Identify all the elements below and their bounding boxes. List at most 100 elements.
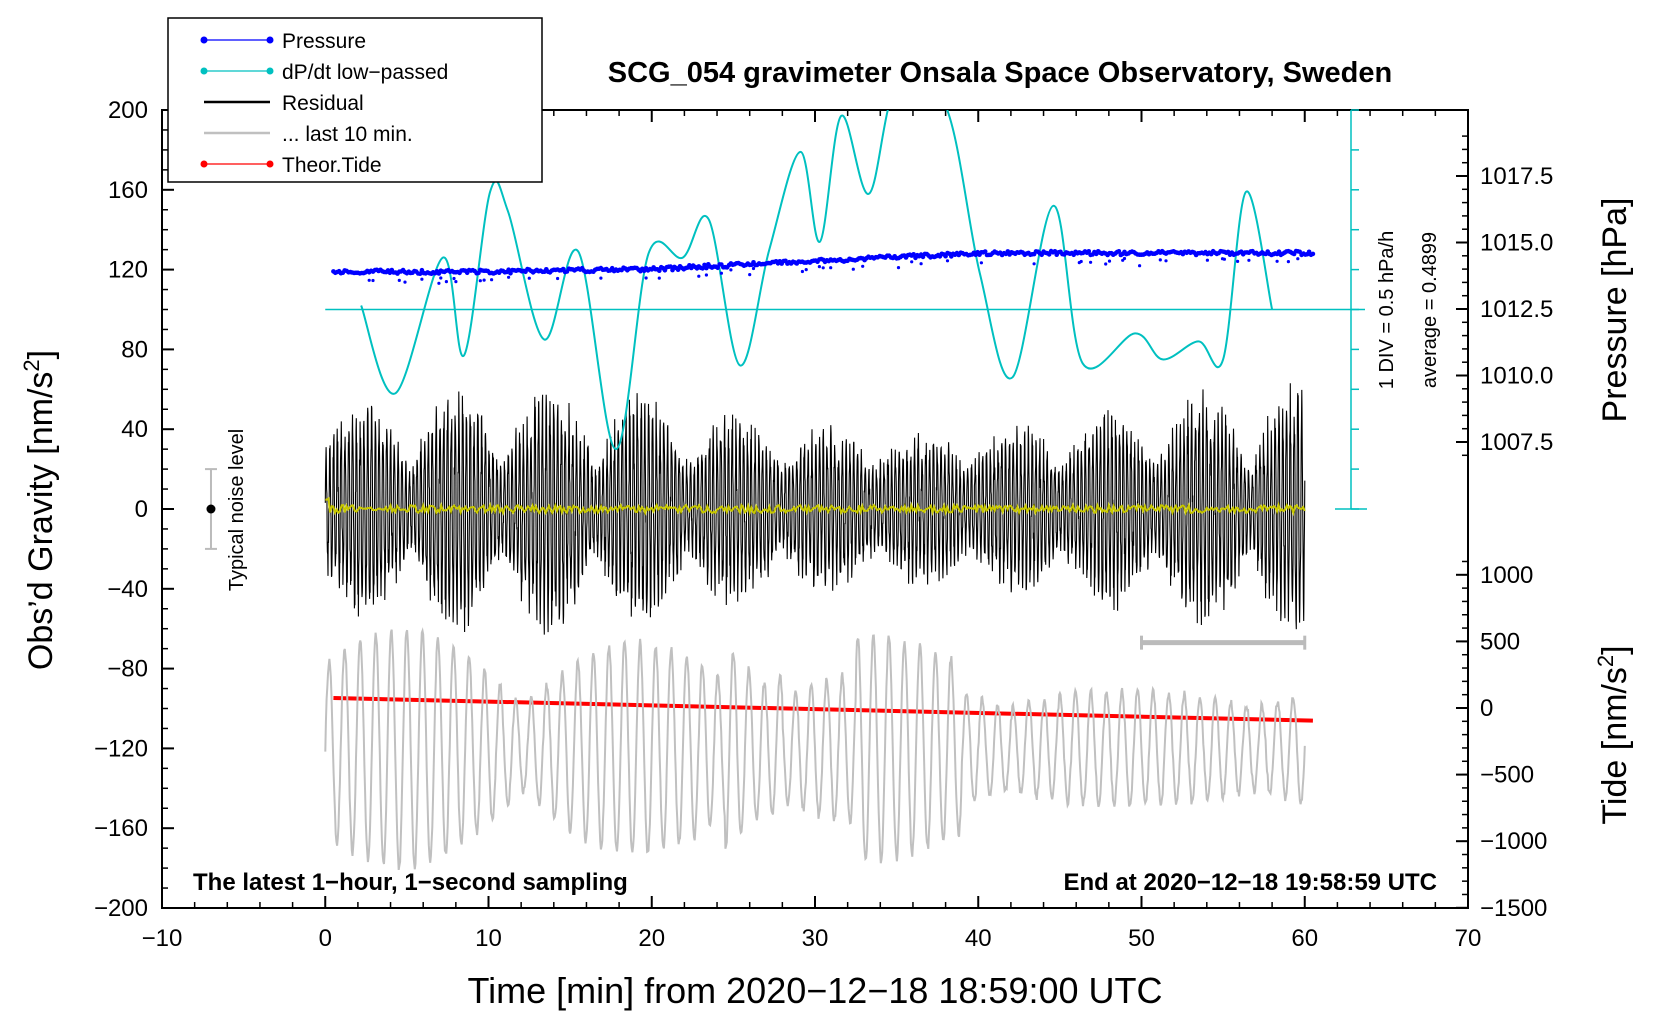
legend-marker [266, 160, 274, 168]
pressure-tick-label: 1012.5 [1480, 296, 1553, 323]
pressure-tick-label: 1007.5 [1480, 429, 1553, 456]
pressure-layer [331, 248, 1316, 285]
residual-line [324, 383, 1306, 635]
pressure-point [657, 276, 661, 280]
pressure-point [1138, 264, 1142, 268]
pressure-point [403, 280, 407, 284]
pressure-tick-label: 1017.5 [1480, 163, 1553, 190]
axes-layer: −10 0 10 20 30 40 50 60 70 200 160 120 80 40 0 −40 −80 −1… [94, 97, 1553, 952]
y-tick-label: 160 [108, 177, 148, 204]
pressure-point [748, 273, 752, 277]
y-tick-label: −40 [107, 576, 148, 603]
chart-title: SCG_054 gravimeter Onsala Space Observat… [608, 57, 1392, 89]
pressure-point [1310, 251, 1316, 257]
pressure-point [1296, 257, 1300, 261]
legend-box [167, 17, 543, 183]
pressure-point [861, 264, 865, 268]
legend-marker [200, 36, 208, 44]
tide-axis-label: Tide [nm/s2] [1593, 645, 1634, 824]
x-tick-label: 20 [638, 925, 665, 952]
pressure-point [979, 261, 984, 265]
pressure-point [800, 269, 805, 274]
legend-marker [266, 67, 274, 75]
pressure-point [910, 260, 914, 264]
pressure-point [1122, 256, 1127, 261]
tide-tick-label: 1000 [1480, 562, 1533, 589]
pressure-point [454, 280, 458, 284]
pressure-point [751, 266, 756, 271]
pressure-tick-label: 1010.0 [1480, 363, 1553, 390]
tide-tick-label: −1000 [1480, 828, 1547, 855]
y-tick-label: 200 [108, 97, 148, 124]
y-tick-label: −80 [107, 656, 148, 683]
pressure-point [1052, 249, 1058, 254]
pressure-point [556, 276, 560, 281]
last-10-min-line [324, 627, 1306, 871]
y-tick-label: −160 [94, 815, 148, 842]
y-axis-label-main: Obs’d Gravity [nm/s [22, 372, 60, 671]
tide-tick-label: −1500 [1480, 895, 1547, 922]
pressure-point [804, 268, 808, 272]
pressure-point [490, 278, 494, 282]
noise-dot [206, 504, 216, 514]
y-axis-label-sup: 2 [19, 359, 44, 371]
legend-label: Residual [282, 92, 364, 115]
pressure-point [982, 249, 988, 254]
y-tick-label: 40 [121, 416, 148, 443]
legend-marker [266, 36, 274, 44]
bottom-left-annotation: The latest 1−hour, 1−second sampling [193, 869, 628, 896]
pressure-point [452, 276, 456, 281]
y-tick-label: 120 [108, 257, 148, 284]
pressure-point [527, 276, 531, 280]
y-tick-label: −120 [94, 735, 148, 762]
pressure-point [1158, 258, 1162, 262]
x-tick-label: 30 [802, 925, 829, 952]
pressure-point [1089, 260, 1093, 264]
pressure-point [507, 275, 511, 279]
pressure-point [1247, 258, 1251, 262]
pressure-point [644, 276, 648, 280]
pressure-point [482, 278, 486, 282]
pressure-point [599, 276, 603, 280]
pressure-point [1286, 260, 1290, 264]
pressure-point [817, 265, 822, 269]
y-axis-label-close: ] [22, 350, 60, 359]
pressure-point [945, 259, 950, 263]
x-tick-label: 10 [475, 925, 502, 952]
pressure-point [1086, 249, 1092, 254]
tide-axis-label-sup: 2 [1593, 655, 1618, 667]
pressure-point [700, 266, 705, 271]
pressure-point [1222, 257, 1226, 261]
tide-axis-label-main: Tide [nm/s [1596, 667, 1634, 824]
x-axis-label: Time [min] from 2020−12−18 18:59:00 UTC [467, 970, 1162, 1011]
div-annotation: 1 DIV = 0.5 hPa/h [1376, 231, 1398, 389]
pressure-point [919, 262, 923, 266]
pressure-point [821, 266, 825, 270]
residual-smoothed-line [325, 496, 1306, 517]
pressure-point [439, 276, 443, 280]
y-axis-label: Obs’d Gravity [nm/s2] [19, 350, 60, 670]
pressure-point [1164, 259, 1168, 263]
residual-layer [324, 383, 1306, 635]
pressure-point [719, 271, 724, 275]
x-tick-label: 0 [319, 925, 332, 952]
x-tick-label: 40 [965, 925, 992, 952]
pressure-point [697, 274, 701, 278]
pressure-point [715, 265, 720, 271]
pressure-point [896, 266, 901, 270]
tide-tick-label: 500 [1480, 628, 1520, 655]
pressure-point [657, 268, 662, 274]
pressure-point [1032, 262, 1036, 266]
dpdt-line [360, 110, 1274, 451]
pressure-point [704, 265, 709, 271]
pressure-axis-label: Pressure [hPa] [1596, 198, 1634, 423]
noise-annotation: Typical noise level [226, 429, 248, 591]
pressure-point [675, 267, 681, 273]
pressure-point [397, 278, 401, 282]
pressure-tick-label: 1015.0 [1480, 230, 1553, 257]
x-tick-label: −10 [142, 925, 183, 952]
pressure-point [1104, 262, 1108, 266]
legend-marker [200, 160, 208, 168]
tide-tick-label: −500 [1480, 762, 1534, 789]
